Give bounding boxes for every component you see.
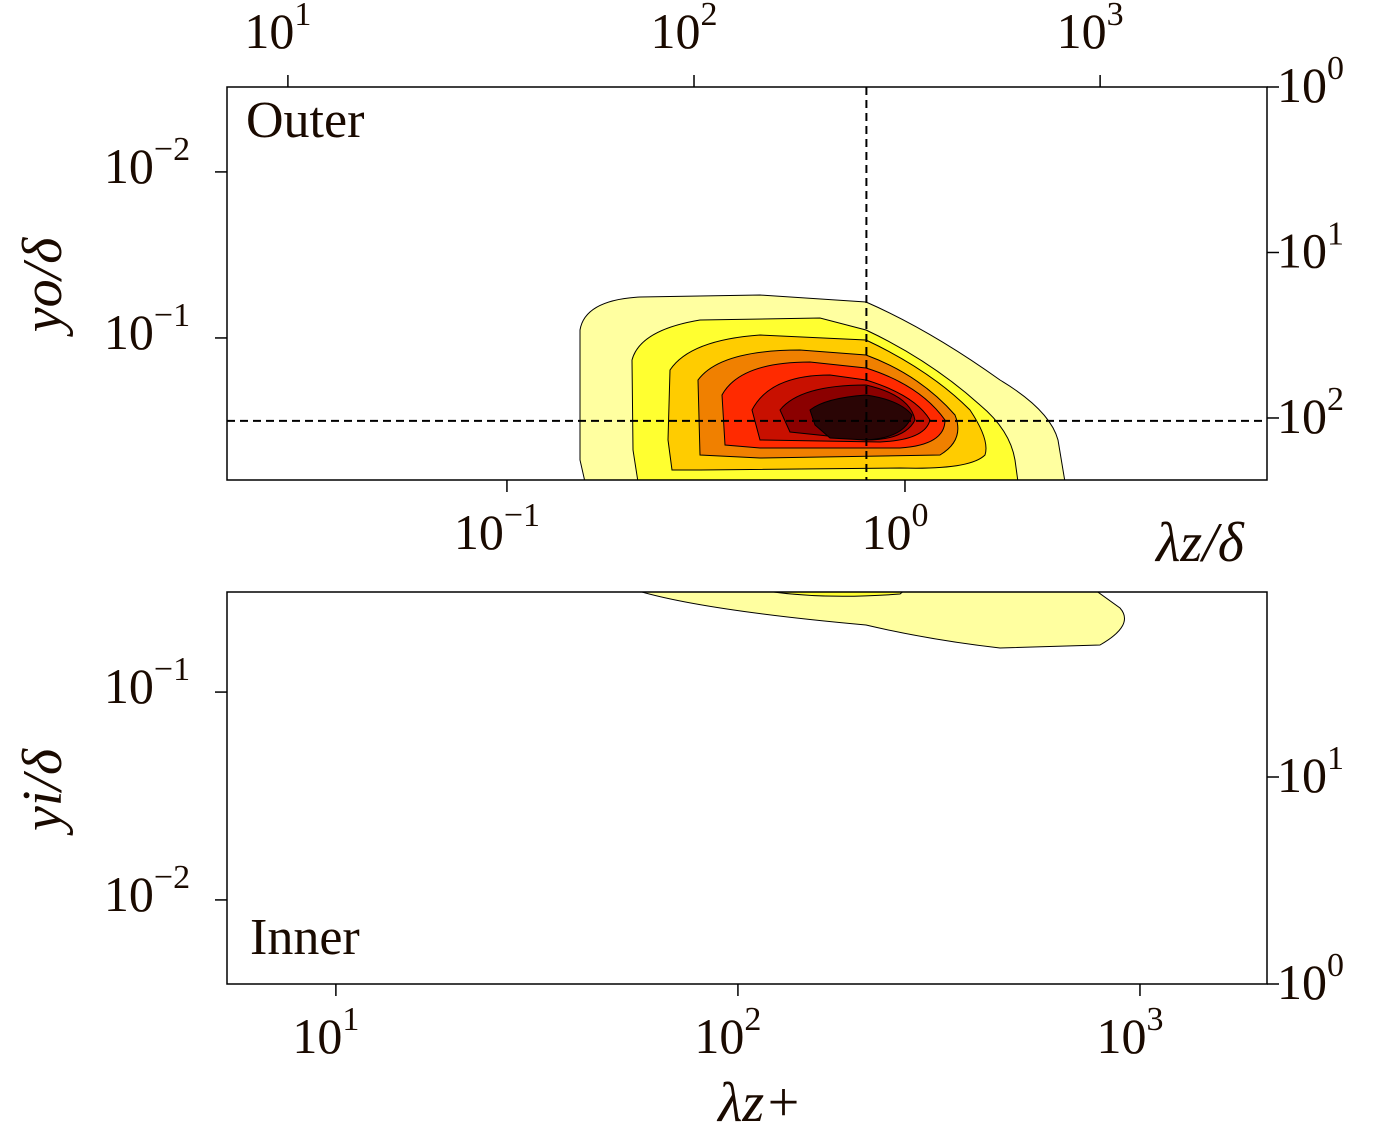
y-tick-label: 10−1 (104, 651, 190, 715)
y-axis-label: yi/δ (12, 748, 74, 836)
x-tick-label: 10−1 (454, 497, 540, 561)
y2-tick-label: 101 (1277, 215, 1344, 279)
x-axis-label: λz+ (716, 1072, 802, 1134)
y-tick-label: 10−2 (104, 859, 190, 923)
plot-frame (226, 86, 1268, 481)
x-tick-label: 102 (694, 1001, 761, 1065)
y2-tick-label: 101 (1277, 740, 1344, 804)
x-tick-label: 103 (1057, 0, 1124, 59)
x-tick-label: 100 (861, 497, 928, 561)
y2-tick-label: 100 (1277, 50, 1344, 114)
x-tick-label: 101 (292, 1001, 359, 1065)
y-tick-label: 10−1 (104, 297, 190, 361)
annotation: Inner (250, 909, 360, 966)
y-tick-label: 10−2 (104, 131, 190, 195)
annotation: Outer (246, 92, 364, 149)
y2-tick-label: 100 (1277, 947, 1344, 1011)
y-axis-label: yo/δ (12, 237, 74, 337)
plot-frame (226, 591, 1268, 985)
x-tick-label: 101 (244, 0, 311, 59)
x-axis-label: λz/δ (1154, 512, 1245, 574)
outer-contours (579, 294, 1066, 480)
y2-tick-label: 102 (1277, 381, 1344, 445)
x-tick-label: 103 (1096, 1001, 1163, 1065)
inner-contours (640, 592, 1125, 649)
x-tick-label: 102 (651, 0, 718, 59)
